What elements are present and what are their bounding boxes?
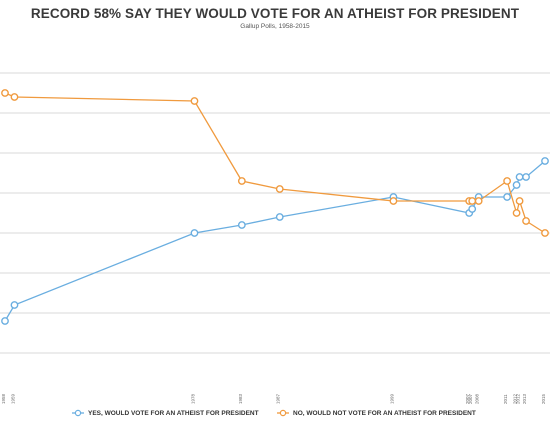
data-points (1, 89, 549, 325)
data-point (389, 197, 398, 205)
data-point (275, 213, 284, 221)
data-point (190, 97, 199, 105)
data-point (541, 157, 549, 165)
data-point (275, 185, 284, 193)
data-point (10, 301, 19, 309)
x-tick-label: 2015 (541, 393, 546, 404)
data-point (468, 205, 477, 213)
data-point (541, 229, 549, 237)
legend-label-1: NO, WOULD NOT VOTE FOR AN ATHEIST FOR PR… (293, 410, 476, 417)
data-point (503, 177, 512, 185)
x-tick-label: 2011 (503, 394, 508, 404)
legend-marker-1 (279, 409, 287, 417)
x-tick-label: 2013 (522, 393, 527, 404)
data-point (522, 217, 530, 225)
data-point (522, 173, 530, 181)
chart-subtitle: Gallup Polls, 1958-2015 (240, 23, 310, 30)
x-tick-label: 2007 (465, 393, 470, 404)
x-tick-label: 2012 (516, 393, 521, 404)
series-lines (4, 92, 546, 322)
x-tick-label: 1978 (191, 393, 196, 404)
legend-marker-0 (74, 409, 82, 417)
data-point (237, 177, 246, 185)
series-line-0 (4, 160, 546, 322)
x-tick-label: 1987 (276, 393, 281, 404)
x-tick-label: 2012 (513, 393, 518, 404)
data-point (1, 317, 9, 325)
data-point (10, 93, 19, 101)
x-tick-label: 1958 (1, 393, 6, 404)
gridlines (0, 72, 550, 354)
data-point (237, 221, 246, 229)
data-point (468, 197, 477, 205)
legend-label-0: YES, WOULD VOTE FOR AN ATHEIST FOR PRESI… (88, 410, 259, 417)
chart-title: RECORD 58% SAY THEY WOULD VOTE FOR AN AT… (30, 6, 520, 21)
x-tick-label: 1959 (11, 393, 16, 404)
data-point (515, 197, 524, 205)
data-point (474, 197, 483, 205)
x-tick-label: 1983 (238, 393, 243, 404)
data-point (512, 181, 521, 189)
data-point (190, 229, 199, 237)
legend: YES, WOULD VOTE FOR AN ATHEIST FOR PRESI… (72, 409, 476, 417)
data-point (515, 173, 524, 181)
data-point (1, 89, 9, 97)
x-tick-label: 1999 (389, 393, 394, 404)
data-point (503, 193, 512, 201)
x-tick-label: 2007 (468, 393, 473, 404)
data-point (512, 209, 521, 217)
x-tick-label: 2008 (475, 393, 480, 404)
